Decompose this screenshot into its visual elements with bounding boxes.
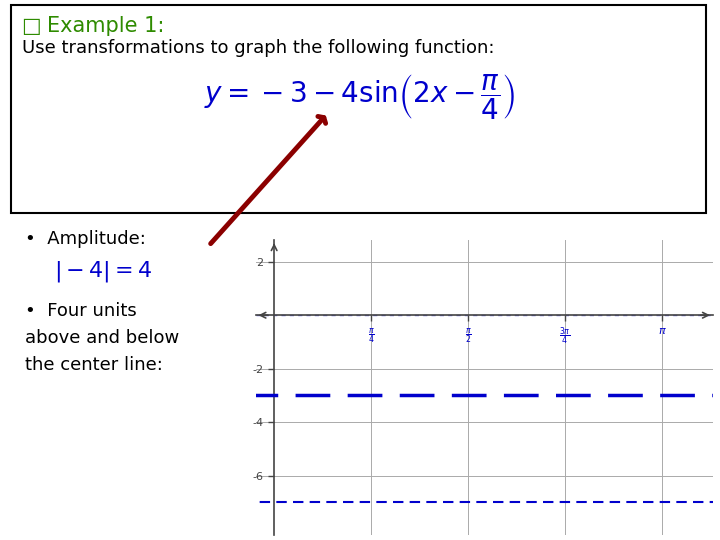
- Text: $y = -3 - 4\sin\!\left(2x - \dfrac{\pi}{4}\right)$: $y = -3 - 4\sin\!\left(2x - \dfrac{\pi}{…: [204, 72, 516, 122]
- Text: above and below: above and below: [25, 329, 179, 347]
- Text: □: □: [22, 16, 41, 36]
- Text: Use transformations to graph the following function:: Use transformations to graph the followi…: [22, 39, 494, 57]
- Text: •  Four units: • Four units: [25, 302, 137, 320]
- Text: $|-4| = 4$: $|-4| = 4$: [54, 259, 153, 284]
- Text: •  Amplitude:: • Amplitude:: [25, 230, 146, 247]
- Text: Example 1:: Example 1:: [47, 16, 164, 36]
- Text: the center line:: the center line:: [25, 356, 163, 374]
